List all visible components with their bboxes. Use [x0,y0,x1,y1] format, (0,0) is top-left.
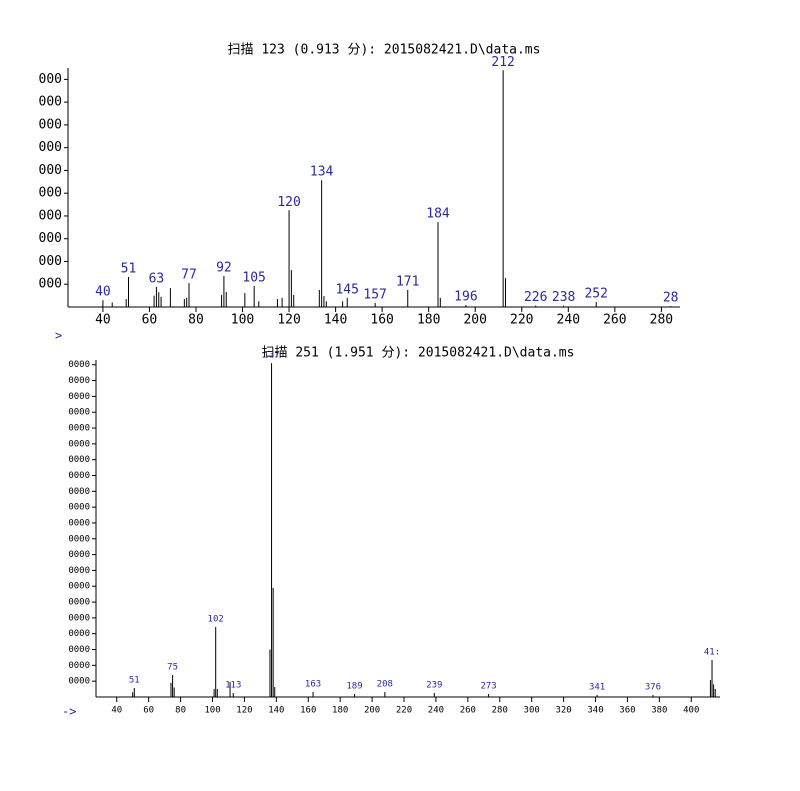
y-tick-label: 0000 [68,424,90,434]
peak-label: 189 [346,681,362,691]
y-tick-label: 0000 [68,534,90,544]
x-tick-label: 320 [555,706,571,716]
peak-label: 51 [129,675,140,685]
peak-label: 51 [121,261,137,276]
peak-label: 238 [552,290,575,305]
x-tick-label: 60 [143,706,154,716]
y-tick-label: 000 [39,254,62,269]
x-tick-label: 260 [460,706,476,716]
y-tick-label: 0000 [68,645,90,655]
y-tick-label: 0000 [68,613,90,623]
peak-label: 273 [480,681,496,691]
y-tick-label: 0000 [68,677,90,687]
x-tick-label: 200 [364,706,380,716]
peak-label: 102 [208,614,224,624]
peak-label: 239 [426,681,442,691]
x-tick-label: 260 [603,313,626,328]
peak-label: 163 [305,679,321,689]
peak-label: 252 [584,286,607,301]
peak-label: 105 [242,271,265,286]
y-tick-label: 000 [39,95,62,110]
x-tick-label: 120 [236,706,252,716]
x-tick-label: 80 [188,313,204,328]
peak-label: 77 [181,268,197,283]
peak-label: 134 [310,165,334,180]
y-tick-label: 0000 [68,487,90,497]
x-tick-label: 340 [587,706,603,716]
y-tick-label: 0000 [68,392,90,402]
y-tick-label: 000 [39,72,62,87]
peak-label: 171 [396,274,419,289]
peak-label: 137 [263,351,279,361]
peak-label: 212 [491,55,514,70]
y-tick-label: 0000 [68,408,90,418]
x-tick-label: 80 [175,706,186,716]
x-tick-label: 380 [651,706,667,716]
peak-label: 113 [225,681,241,691]
peak-label: 341 [589,682,605,692]
peak-label: 196 [454,289,477,304]
x-tick-label: 140 [324,313,347,328]
x-tick-label: 300 [524,706,540,716]
peak-label: 41: [704,647,720,657]
y-tick-label: 0000 [68,550,90,560]
y-tick-label: 000 [39,186,62,201]
y-tick-label: 0000 [68,360,90,370]
x-tick-label: 220 [396,706,412,716]
y-tick-label: 000 [39,140,62,155]
x-tick-label: 360 [619,706,635,716]
y-tick-label: 000 [39,208,62,223]
x-tick-label: 100 [231,313,254,328]
x-tick-label: 140 [268,706,284,716]
x-tick-label: 160 [370,313,393,328]
x-tick-label: 160 [300,706,316,716]
peak-label: 40 [95,285,111,300]
y-tick-label: 000 [39,117,62,132]
prompt: > [55,329,62,343]
peak-label: 75 [167,663,178,673]
y-tick-label: 000 [39,163,62,178]
peak-label: 226 [524,290,547,305]
y-tick-label: 0000 [68,661,90,671]
x-tick-label: 60 [142,313,158,328]
y-tick-label: 000 [39,231,62,246]
x-tick-label: 280 [492,706,508,716]
peak-label: 120 [277,195,300,210]
peak-label: 184 [426,207,450,222]
y-tick-label: 0000 [68,471,90,481]
chart-title: 扫描 251 (1.951 分): 2015082421.D\data.ms [262,346,575,361]
x-tick-label: 280 [650,313,673,328]
chart-title: 扫描 123 (0.913 分): 2015082421.D\data.ms [228,43,541,58]
peak-label: 376 [645,682,661,692]
peak-label: 157 [363,287,386,302]
y-tick-label: 0000 [68,598,90,608]
peak-label: 92 [216,261,232,276]
x-tick-label: 100 [204,706,220,716]
y-tick-label: 0000 [68,582,90,592]
x-tick-label: 200 [463,313,486,328]
y-tick-label: 0000 [68,629,90,639]
peak-label: 208 [377,679,393,689]
y-tick-label: 0000 [68,376,90,386]
x-tick-label: 180 [417,313,440,328]
x-tick-label: 180 [332,706,348,716]
x-tick-label: 240 [557,313,580,328]
peak-label: 145 [335,282,358,297]
y-tick-label: 0000 [68,566,90,576]
y-tick-label: 000 [39,277,62,292]
x-tick-label: 400 [683,706,699,716]
prompt: -> [62,705,76,719]
y-tick-label: 0000 [68,518,90,528]
y-tick-label: 0000 [68,455,90,465]
y-tick-label: 0000 [68,503,90,513]
x-tick-label: 120 [277,313,300,328]
peak-label: 63 [149,271,165,286]
x-tick-label: 40 [111,706,122,716]
x-tick-label: 240 [428,706,444,716]
y-tick-label: 0000 [68,439,90,449]
x-tick-label: 220 [510,313,533,328]
x-tick-label: 40 [95,313,111,328]
peak-label: 28 [663,291,679,306]
